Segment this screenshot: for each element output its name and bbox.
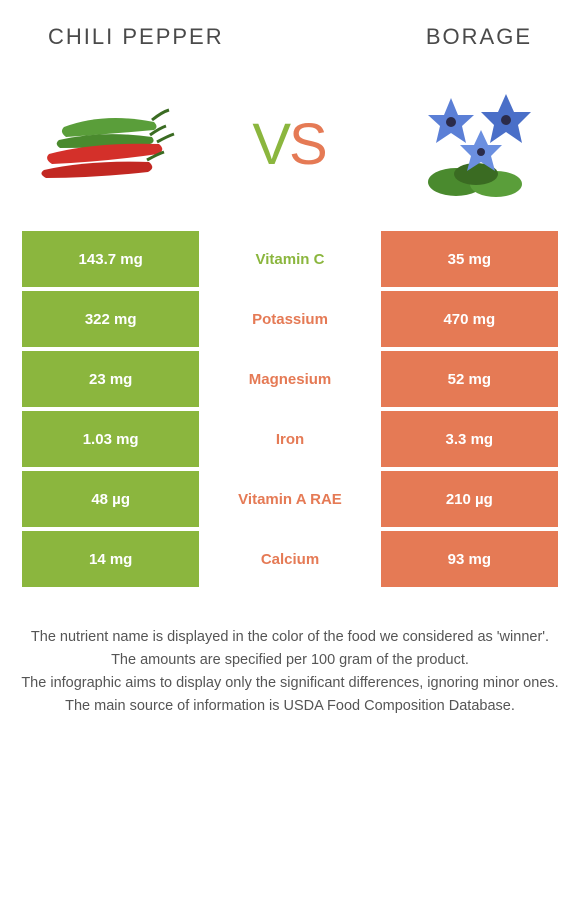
right-value-cell: 35 mg xyxy=(381,231,558,287)
nutrient-name-cell: Potassium xyxy=(201,291,378,347)
chili-peppers-icon xyxy=(24,82,184,207)
right-food-title: BORAGE xyxy=(426,24,532,50)
right-value-cell: 470 mg xyxy=(381,291,558,347)
right-value-cell: 93 mg xyxy=(381,531,558,587)
footnotes: The nutrient name is displayed in the co… xyxy=(0,591,580,717)
nutrient-name-cell: Magnesium xyxy=(201,351,378,407)
borage-flower-icon xyxy=(396,82,556,207)
footnote-line: The nutrient name is displayed in the co… xyxy=(20,627,560,648)
left-food-title: CHILI PEPPER xyxy=(48,24,224,50)
nutrient-table: 143.7 mgVitamin C35 mg322 mgPotassium470… xyxy=(0,231,580,587)
left-value-cell: 322 mg xyxy=(22,291,199,347)
footnote-line: The main source of information is USDA F… xyxy=(20,696,560,717)
table-row: 48 µgVitamin A RAE210 µg xyxy=(22,471,558,527)
vs-label: VS xyxy=(252,111,327,178)
table-row: 23 mgMagnesium52 mg xyxy=(22,351,558,407)
left-value-cell: 23 mg xyxy=(22,351,199,407)
nutrient-name-cell: Vitamin C xyxy=(201,231,378,287)
right-value-cell: 210 µg xyxy=(381,471,558,527)
nutrient-name-cell: Vitamin A RAE xyxy=(201,471,378,527)
vs-v: V xyxy=(252,111,291,178)
table-row: 322 mgPotassium470 mg xyxy=(22,291,558,347)
right-value-cell: 52 mg xyxy=(381,351,558,407)
left-value-cell: 143.7 mg xyxy=(22,231,199,287)
table-row: 14 mgCalcium93 mg xyxy=(22,531,558,587)
table-row: 143.7 mgVitamin C35 mg xyxy=(22,231,558,287)
footnote-line: The amounts are specified per 100 gram o… xyxy=(20,650,560,671)
footnote-line: The infographic aims to display only the… xyxy=(20,673,560,694)
images-row: VS xyxy=(0,62,580,231)
nutrient-name-cell: Calcium xyxy=(201,531,378,587)
table-row: 1.03 mgIron3.3 mg xyxy=(22,411,558,467)
nutrient-name-cell: Iron xyxy=(201,411,378,467)
header-row: CHILI PEPPER BORAGE xyxy=(0,0,580,62)
left-value-cell: 1.03 mg xyxy=(22,411,199,467)
vs-s: S xyxy=(289,111,328,178)
left-value-cell: 48 µg xyxy=(22,471,199,527)
left-value-cell: 14 mg xyxy=(22,531,199,587)
right-value-cell: 3.3 mg xyxy=(381,411,558,467)
